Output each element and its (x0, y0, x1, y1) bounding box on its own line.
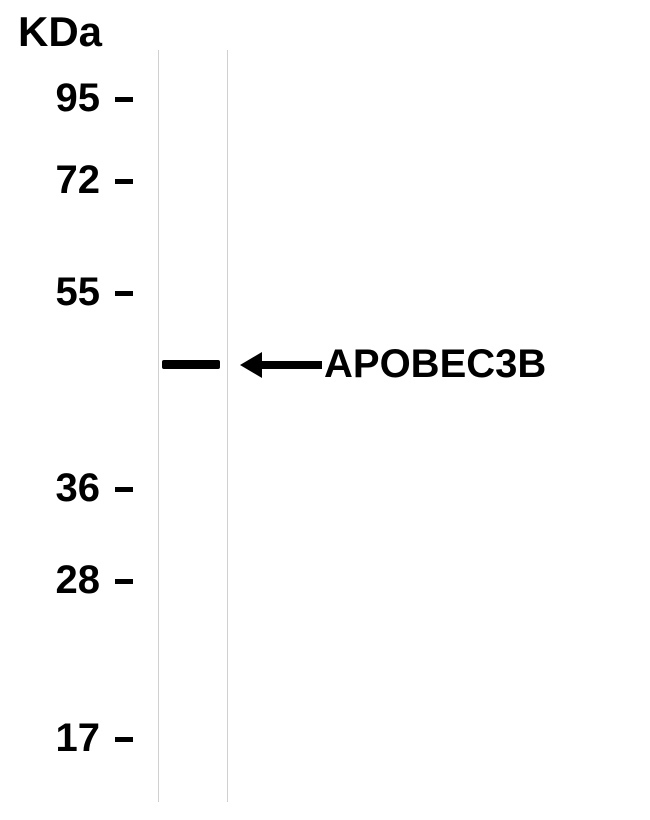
western-blot-figure: KDa 95 72 55 36 28 17 APOBEC3B (0, 0, 650, 820)
blot-lane (158, 50, 228, 802)
marker-tick-55 (115, 291, 133, 296)
arrow-icon (240, 348, 322, 382)
marker-tick-95 (115, 97, 133, 102)
marker-label-36: 36 (30, 466, 100, 511)
marker-tick-28 (115, 579, 133, 584)
unit-label: KDa (18, 8, 102, 56)
marker-label-72: 72 (30, 158, 100, 203)
marker-tick-72 (115, 179, 133, 184)
marker-label-95: 95 (30, 76, 100, 121)
protein-label: APOBEC3B (324, 342, 546, 387)
marker-label-17: 17 (30, 716, 100, 761)
marker-tick-36 (115, 487, 133, 492)
marker-label-55: 55 (30, 270, 100, 315)
protein-band (162, 360, 220, 369)
marker-tick-17 (115, 737, 133, 742)
marker-label-28: 28 (30, 558, 100, 603)
